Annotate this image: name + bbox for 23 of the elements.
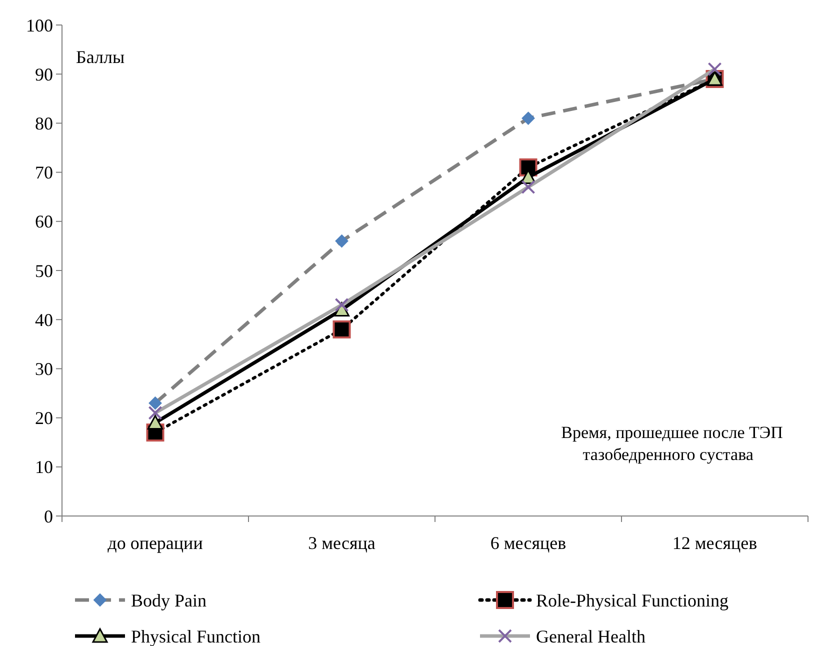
x-tick-label: 12 месяцев — [672, 533, 758, 553]
legend-label: Body Pain — [131, 590, 207, 610]
legend-label: General Health — [536, 626, 646, 646]
point — [332, 320, 351, 338]
y-tick-label: 60 — [35, 212, 53, 232]
point — [148, 414, 163, 430]
y-tick-label: 30 — [35, 359, 53, 379]
y-tick-label: 90 — [35, 64, 53, 84]
x-tick-label: 6 месяцев — [490, 533, 566, 553]
y-tick-label: 80 — [35, 114, 53, 134]
y-tick-label: 40 — [35, 310, 53, 330]
y-tick-label: 0 — [44, 506, 53, 526]
y-tick-label: 100 — [26, 15, 53, 36]
y-tick-label: 20 — [35, 408, 53, 428]
y-tick-label: 10 — [35, 457, 53, 478]
y-tick-label: 70 — [35, 162, 53, 183]
y-tick-label: 50 — [35, 260, 53, 281]
x-tick-label: до операции — [108, 533, 204, 553]
legend-label: Role-Physical Functioning — [536, 590, 728, 610]
legend-label: Physical Function — [131, 626, 260, 646]
x-axis-title: Время, прошедшее после ТЭП тазобедренного сустава — [561, 423, 783, 464]
x-tick-label: 3 месяца — [308, 533, 376, 553]
y-axis-title: Баллы — [76, 47, 125, 67]
